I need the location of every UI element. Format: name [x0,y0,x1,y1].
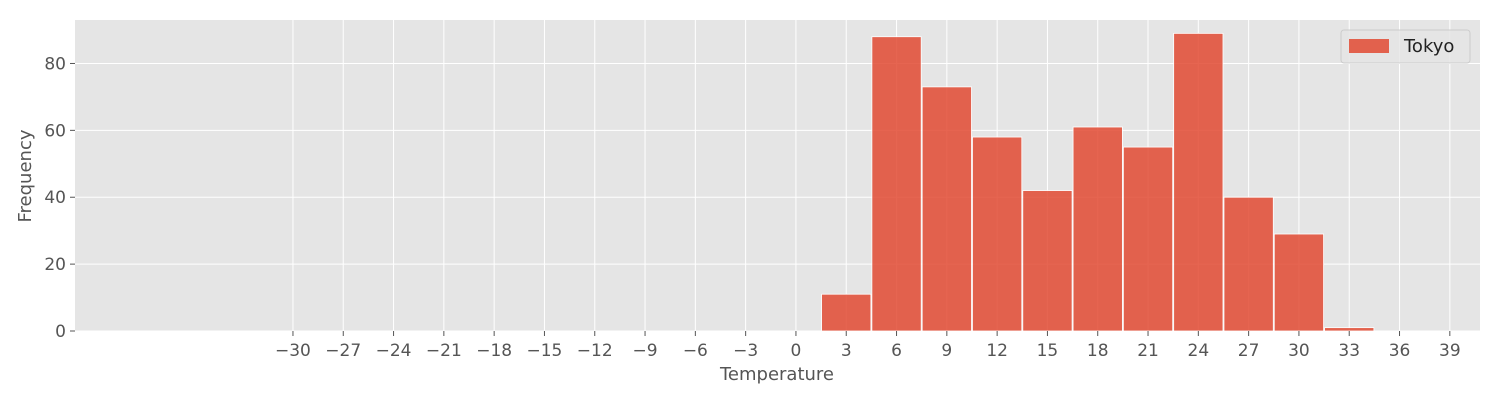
x-tick-label: −21 [426,341,462,361]
x-tick-label: −6 [683,341,708,361]
x-tick-label: −3 [733,341,758,361]
bar-3 [821,293,872,332]
legend-swatch [1349,39,1389,53]
legend-box [1340,29,1471,64]
legend: Tokyo [1340,29,1471,64]
y-tick-label: 0 [55,322,66,342]
bar-33 [1324,327,1375,332]
x-tick-label: 0 [791,341,802,361]
x-tick-label: 33 [1338,341,1360,361]
bar-18 [1072,126,1123,332]
x-tick-label: −18 [476,341,512,361]
bars [821,32,1375,332]
bar-12 [972,136,1023,332]
y-axis-label: Frequency [15,129,36,222]
x-tick-label: −27 [325,341,361,361]
x-tick-label: 39 [1439,341,1461,361]
bar-24 [1173,32,1224,332]
bar-21 [1122,146,1174,332]
y-axis-ticks: 0 20 40 60 80 [44,54,75,342]
x-tick-label: −30 [275,341,311,361]
bar-30 [1273,233,1324,332]
x-tick-label: −12 [577,341,613,361]
x-tick-label: 12 [986,341,1008,361]
x-axis-ticks: −30 −27 −24 −21 −18 −15 −12 −9 −6 −3 0 3 6 9 12 15 18 21 2… [275,331,1461,361]
y-tick-label: 80 [44,54,66,74]
x-tick-label: 15 [1037,341,1059,361]
x-tick-label: 27 [1238,341,1260,361]
x-tick-label: −9 [633,341,658,361]
x-tick-label: 36 [1389,341,1411,361]
y-tick-label: 60 [44,121,66,141]
x-tick-label: −15 [527,341,563,361]
y-tick-label: 20 [44,255,66,275]
bar-9 [921,86,972,332]
bar-6 [871,36,922,332]
x-tick-label: 6 [891,341,902,361]
x-tick-label: 18 [1087,341,1109,361]
x-tick-label: −24 [376,341,412,361]
y-tick-label: 40 [44,188,66,208]
x-tick-label: 30 [1288,341,1310,361]
x-axis-label: Temperature [719,364,834,385]
legend-label: Tokyo [1403,36,1454,57]
x-tick-label: 24 [1188,341,1210,361]
x-tick-label: 9 [941,341,952,361]
x-tick-label: 21 [1137,341,1159,361]
x-tick-label: 3 [841,341,852,361]
bar-15 [1022,190,1073,332]
bar-27 [1223,196,1274,332]
